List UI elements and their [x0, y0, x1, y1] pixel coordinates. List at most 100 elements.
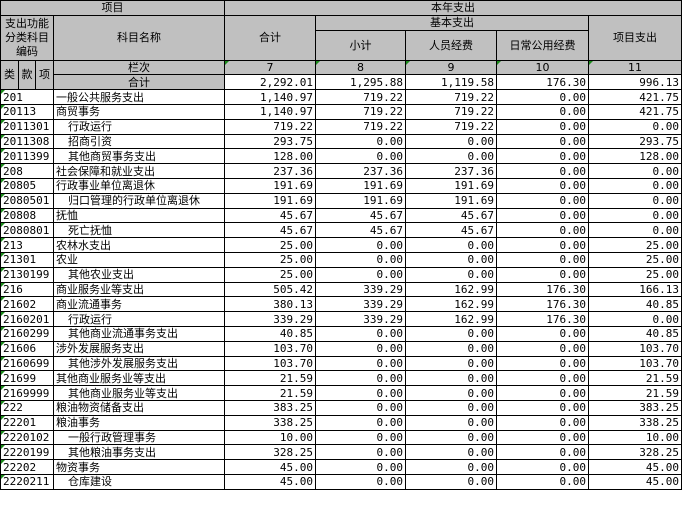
- row-name[interactable]: 死亡抚恤: [53, 222, 225, 239]
- row-project[interactable]: 328.25: [587, 444, 682, 461]
- row-project[interactable]: 128.00: [587, 148, 682, 165]
- row-personnel[interactable]: 0.00: [405, 325, 497, 342]
- row-name[interactable]: 物资事务: [53, 459, 225, 475]
- row-code[interactable]: 2130199: [0, 266, 54, 283]
- row-subtotal[interactable]: 45.67: [315, 207, 406, 224]
- row-public[interactable]: 0.00: [496, 340, 589, 357]
- row-code[interactable]: 20113: [0, 103, 54, 120]
- row-public[interactable]: 0.00: [496, 133, 589, 150]
- row-code[interactable]: 22202: [0, 459, 54, 475]
- row-project[interactable]: 45.00: [587, 459, 682, 475]
- row-total[interactable]: 128.00: [224, 148, 316, 165]
- row-public[interactable]: 0.00: [496, 89, 589, 105]
- row-code[interactable]: 2160699: [0, 355, 54, 372]
- row-name[interactable]: 粮油事务: [53, 414, 225, 431]
- row-subtotal[interactable]: 719.22: [315, 103, 406, 120]
- row-personnel[interactable]: 0.00: [405, 266, 497, 283]
- row-public[interactable]: 0.00: [496, 444, 589, 461]
- row-total[interactable]: 21.59: [224, 385, 316, 401]
- row-project[interactable]: 103.70: [587, 355, 682, 372]
- row-project[interactable]: 10.00: [587, 429, 682, 446]
- row-public[interactable]: 0.00: [496, 459, 589, 475]
- row-code[interactable]: 2220211: [0, 473, 54, 490]
- row-name[interactable]: 行政运行: [53, 118, 225, 135]
- row-name[interactable]: 其他农业支出: [53, 266, 225, 283]
- row-name[interactable]: 其他商业服务业等支出: [53, 370, 225, 387]
- row-total[interactable]: 380.13: [224, 296, 316, 313]
- row-project[interactable]: 338.25: [587, 414, 682, 431]
- row-code[interactable]: 216: [0, 281, 54, 298]
- row-total[interactable]: 1,140.97: [224, 103, 316, 120]
- row-name[interactable]: 其他商贸事务支出: [53, 148, 225, 165]
- row-subtotal[interactable]: 0.00: [315, 444, 406, 461]
- row-subtotal[interactable]: 45.67: [315, 222, 406, 239]
- row-project[interactable]: 25.00: [587, 237, 682, 253]
- row-public[interactable]: 176.30: [496, 296, 589, 313]
- row-code[interactable]: 20808: [0, 207, 54, 224]
- row-name[interactable]: 归口管理的行政单位离退休: [53, 192, 225, 209]
- row-code[interactable]: 213: [0, 237, 54, 253]
- row-project[interactable]: 21.59: [587, 385, 682, 401]
- row-code[interactable]: 21606: [0, 340, 54, 357]
- row-total[interactable]: 25.00: [224, 251, 316, 268]
- row-name[interactable]: 其他涉外发展服务支出: [53, 355, 225, 372]
- row-public[interactable]: 0.00: [496, 207, 589, 224]
- row-personnel[interactable]: 162.99: [405, 281, 497, 298]
- row-name[interactable]: 一般公共服务支出: [53, 89, 225, 105]
- row-project[interactable]: 45.00: [587, 473, 682, 490]
- row-project[interactable]: 383.25: [587, 399, 682, 416]
- row-public[interactable]: 0.00: [496, 163, 589, 179]
- row-code[interactable]: 20805: [0, 177, 54, 194]
- row-name[interactable]: 其他商业流通事务支出: [53, 325, 225, 342]
- row-subtotal[interactable]: 0.00: [315, 473, 406, 490]
- row-public[interactable]: 0.00: [496, 325, 589, 342]
- row-subtotal[interactable]: 719.22: [315, 118, 406, 135]
- row-code[interactable]: 2080801: [0, 222, 54, 239]
- row-public[interactable]: 176.30: [496, 281, 589, 298]
- row-name[interactable]: 仓库建设: [53, 473, 225, 490]
- row-project[interactable]: 293.75: [587, 133, 682, 150]
- row-personnel[interactable]: 0.00: [405, 340, 497, 357]
- row-public[interactable]: 0.00: [496, 385, 589, 401]
- row-total[interactable]: 103.70: [224, 355, 316, 372]
- sum-subtotal[interactable]: 1,295.88: [315, 74, 406, 91]
- row-subtotal[interactable]: 0.00: [315, 148, 406, 165]
- row-public[interactable]: 0.00: [496, 473, 589, 490]
- row-public[interactable]: 0.00: [496, 370, 589, 387]
- row-project[interactable]: 421.75: [587, 89, 682, 105]
- row-name[interactable]: 其他商业服务业等支出: [53, 385, 225, 401]
- row-name[interactable]: 商贸事务: [53, 103, 225, 120]
- row-personnel[interactable]: 45.67: [405, 222, 497, 239]
- row-name[interactable]: 其他粮油事务支出: [53, 444, 225, 461]
- row-subtotal[interactable]: 0.00: [315, 237, 406, 253]
- row-name[interactable]: 农业: [53, 251, 225, 268]
- row-public[interactable]: 176.30: [496, 311, 589, 327]
- row-name[interactable]: 抚恤: [53, 207, 225, 224]
- row-subtotal[interactable]: 0.00: [315, 414, 406, 431]
- row-subtotal[interactable]: 0.00: [315, 340, 406, 357]
- row-subtotal[interactable]: 0.00: [315, 459, 406, 475]
- row-subtotal[interactable]: 0.00: [315, 251, 406, 268]
- row-subtotal[interactable]: 0.00: [315, 385, 406, 401]
- row-code[interactable]: 208: [0, 163, 54, 179]
- sum-personnel[interactable]: 1,119.58: [405, 74, 497, 91]
- row-total[interactable]: 191.69: [224, 177, 316, 194]
- row-project[interactable]: 421.75: [587, 103, 682, 120]
- row-code[interactable]: 2011308: [0, 133, 54, 150]
- row-name[interactable]: 行政事业单位离退休: [53, 177, 225, 194]
- row-code[interactable]: 21602: [0, 296, 54, 313]
- row-code[interactable]: 2220199: [0, 444, 54, 461]
- row-total[interactable]: 21.59: [224, 370, 316, 387]
- row-total[interactable]: 25.00: [224, 237, 316, 253]
- row-total[interactable]: 45.00: [224, 459, 316, 475]
- row-subtotal[interactable]: 719.22: [315, 89, 406, 105]
- row-project[interactable]: 166.13: [587, 281, 682, 298]
- row-code[interactable]: 2220102: [0, 429, 54, 446]
- row-public[interactable]: 0.00: [496, 118, 589, 135]
- row-personnel[interactable]: 0.00: [405, 355, 497, 372]
- row-public[interactable]: 0.00: [496, 266, 589, 283]
- row-subtotal[interactable]: 237.36: [315, 163, 406, 179]
- row-personnel[interactable]: 719.22: [405, 89, 497, 105]
- row-total[interactable]: 103.70: [224, 340, 316, 357]
- row-code[interactable]: 201: [0, 89, 54, 105]
